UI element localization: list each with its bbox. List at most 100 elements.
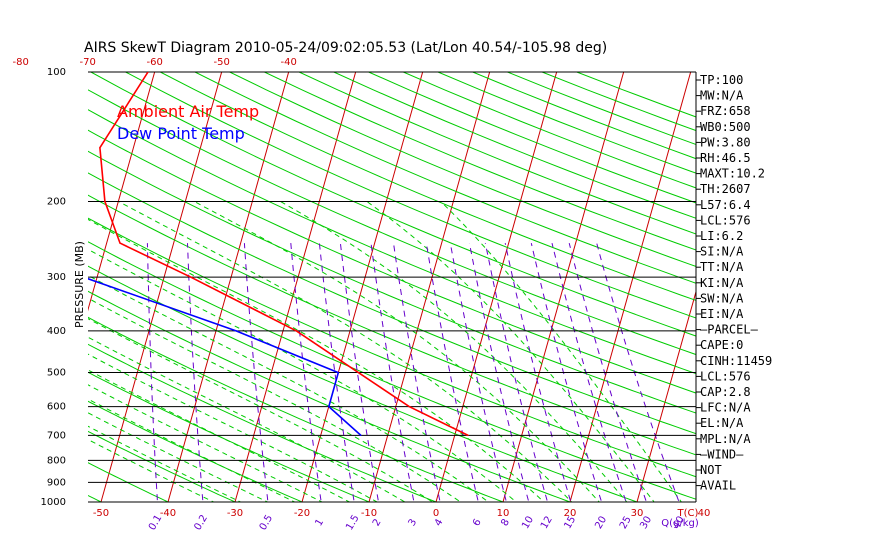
moist-adiabat [118, 200, 573, 502]
background-lines [0, 30, 870, 511]
dry-adiabat [471, 72, 696, 160]
temperature-point [99, 147, 101, 149]
isotherm [768, 30, 870, 511]
index-entry: RH:46.5 [700, 151, 751, 165]
pressure-tick-label: 300 [47, 272, 66, 283]
dry-adiabat [124, 72, 696, 319]
dry-adiabat [88, 172, 696, 435]
mixing-ratio-tick-label: 8 [499, 517, 512, 528]
top-temp-tick-label: -80 [12, 57, 28, 68]
mixing-ratio-tick-label: 6 [471, 517, 484, 528]
mixing-ratio-line [243, 243, 269, 502]
mixing-ratio-line [530, 242, 603, 502]
dry-adiabat [89, 72, 696, 337]
isotherm [368, 72, 491, 502]
dewpoint-point [328, 406, 330, 408]
mixing-ratio-line [484, 242, 549, 502]
legend-dew-point-temp: Dew Point Temp [117, 124, 245, 143]
isotherm [167, 72, 290, 502]
top-temp-tick-label: -70 [79, 57, 95, 68]
mixing-ratio-tick-label: 4 [433, 517, 446, 528]
moist-adiabat [88, 274, 490, 502]
bottom-temp-tick-label: -30 [227, 508, 243, 519]
top-temp-tick-label: -50 [213, 57, 229, 68]
bottom-temp-tick-label: 30 [631, 508, 644, 519]
mixing-ratio-line [318, 243, 355, 502]
index-entry: EI:N/A [700, 307, 744, 321]
index-entry: LFC:N/A [700, 401, 751, 415]
pressure-tick-label: 1000 [41, 497, 66, 508]
dry-adiabat [263, 72, 696, 251]
moist-adiabat [366, 200, 655, 502]
index-entry: CAP:2.8 [700, 385, 751, 399]
mixing-ratio-line [568, 242, 647, 502]
index-entry: TT:N/A [700, 260, 744, 274]
mixing-ratio-line [339, 243, 380, 502]
index-entry: KI:N/A [700, 276, 744, 290]
pressure-tick-label: 100 [47, 67, 66, 78]
top-temp-tick-label: -60 [146, 57, 162, 68]
index-entry: MPL:N/A [700, 432, 751, 446]
mixing-ratio-line [468, 243, 530, 502]
isotherm [835, 30, 870, 511]
mixing-ratio-tick-label: 2 [371, 517, 384, 528]
moist-adiabat [88, 384, 324, 502]
dry-adiabat [88, 430, 237, 502]
dry-adiabat [367, 72, 696, 204]
dry-adiabat [297, 72, 696, 235]
pressure-tick-label: 600 [47, 402, 66, 413]
index-entry: MW:N/A [700, 89, 744, 103]
bottom-temp-tick-label: -50 [93, 508, 109, 519]
index-entry: SW:N/A [700, 291, 744, 305]
bottom-temp-tick-label: 40 [698, 508, 711, 519]
mixing-ratio-unit: Q(g/kg) [661, 518, 699, 529]
temperature-point [408, 406, 410, 408]
index-entry: —PARCEL— [700, 323, 759, 337]
chart-title: AIRS SkewT Diagram 2010-05-24/09:02:05.5… [84, 40, 607, 56]
mixing-ratio-line [146, 243, 158, 502]
pressure-tick-label: 400 [47, 326, 66, 337]
mixing-ratio-tick-label: 1.5 [344, 513, 361, 532]
moist-adiabat [280, 200, 628, 502]
index-entry: TH:2607 [700, 182, 751, 196]
dry-adiabat [88, 217, 696, 478]
dewpoint-point [360, 434, 362, 436]
dry-adiabat [88, 265, 639, 502]
index-entry: LCL:576 [700, 213, 751, 227]
pressure-tick-label: 800 [47, 455, 66, 466]
isotherm [0, 30, 32, 511]
isotherm [636, 289, 696, 502]
mixing-ratio-tick-label: 0.2 [192, 513, 209, 532]
bottom-temp-tick-label: 10 [497, 508, 510, 519]
temperature-point [190, 276, 192, 278]
temperature-point [104, 200, 106, 203]
moist-adiabat [88, 438, 215, 502]
index-entry: PW:3.80 [700, 135, 751, 149]
dry-adiabat [88, 400, 304, 502]
bottom-temp-unit: T(C) [677, 508, 699, 519]
temperature-point [119, 242, 121, 244]
dry-adiabat [88, 150, 696, 414]
dry-adiabat [88, 462, 170, 502]
dewpoint-profile [88, 277, 362, 436]
index-entry: MAXT:10.2 [700, 167, 765, 181]
moist-adiabat [88, 412, 269, 502]
mixing-ratio-line [290, 243, 322, 502]
legend: Ambient Air Temp Dew Point Temp [117, 102, 259, 143]
index-entry: SI:N/A [700, 245, 744, 259]
legend-ambient-air-temp: Ambient Air Temp [117, 102, 259, 121]
isotherm [100, 72, 223, 502]
moist-adiabat [88, 248, 518, 502]
temperature-point [147, 72, 149, 73]
index-entry: L57:6.4 [700, 198, 751, 212]
isotherm [435, 72, 558, 502]
moist-adiabat [88, 353, 379, 502]
y-axis-label: PRESSURE (MB) [73, 241, 86, 328]
mixing-ratio-line [504, 242, 572, 502]
dewpoint-point [337, 371, 339, 374]
index-entry: CAPE:0 [700, 338, 743, 352]
index-entry: TP:100 [700, 73, 743, 87]
mixing-ratio-tick-label: 3 [407, 517, 420, 528]
dewpoint-point [235, 330, 237, 332]
